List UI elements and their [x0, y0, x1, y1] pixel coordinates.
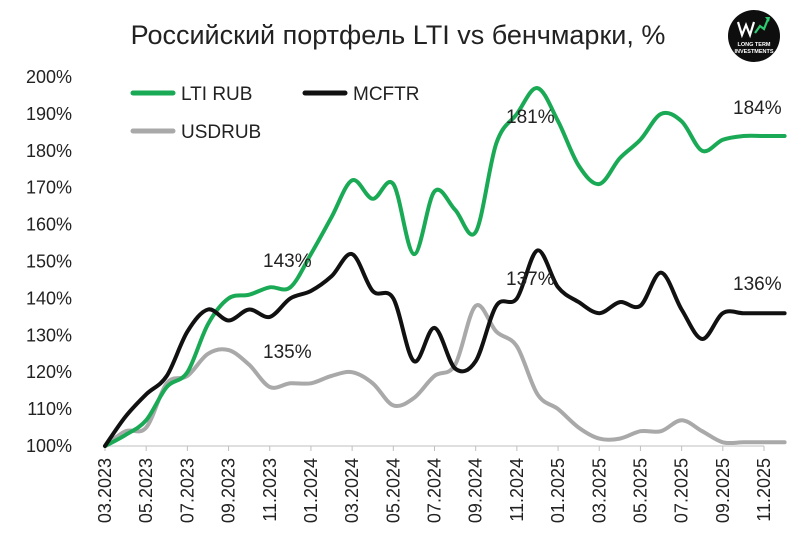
logo-text-line1: LONG TERM: [738, 42, 771, 48]
logo: LONG TERM INVESTMENTS: [728, 10, 780, 62]
x-tick-label: 05.2024: [383, 458, 403, 523]
annotation-label: 181%: [506, 107, 555, 128]
legend-label: LTI RUB: [181, 84, 252, 105]
y-tick-label: 110%: [27, 399, 72, 419]
logo-chart-icon: [736, 21, 756, 39]
x-tick-label: 11.2023: [260, 458, 280, 522]
x-tick-label: 07.2025: [672, 458, 692, 523]
y-tick-label: 150%: [26, 252, 72, 272]
x-tick-label: 09.2024: [466, 458, 486, 523]
annotation-label: 143%: [263, 251, 312, 272]
y-tick-label: 180%: [26, 141, 72, 161]
x-tick-label: 07.2024: [425, 458, 445, 523]
x-tick-label: 05.2025: [630, 458, 650, 523]
x-tick-label: 09.2023: [219, 458, 239, 523]
legend: LTI RUB MCFTR USDRUB: [130, 84, 419, 143]
x-tick-label: 03.2025: [589, 458, 609, 523]
legend-label: USDRUB: [181, 122, 261, 143]
x-tick-label: 11.2025: [754, 458, 774, 522]
y-tick-label: 120%: [26, 362, 72, 382]
x-tick-label: 01.2024: [301, 458, 321, 523]
y-tick-label: 100%: [26, 436, 72, 456]
annotation-label: 136%: [733, 274, 782, 295]
x-tick-label: 03.2024: [342, 458, 362, 523]
logo-arrow-icon: [754, 18, 770, 34]
legend-label: MCFTR: [353, 84, 419, 105]
x-axis: 03.2023 05.2023 07.2023 09.2023 11.2023 01.20…: [95, 445, 774, 523]
y-tick-label: 170%: [26, 178, 72, 198]
y-axis: 100% 110% 120% 130% 140% 150% 160% 170% 180% 190%…: [26, 67, 72, 456]
logo-text-line2: INVESTMENTS: [734, 49, 773, 55]
y-tick-label: 160%: [26, 215, 72, 235]
series-line-mcftr: [103, 248, 787, 448]
annotations: 143% 135% 181% 137% 184% 136%: [263, 98, 782, 363]
annotation-label: 184%: [733, 98, 782, 119]
x-tick-label: 01.2025: [548, 458, 568, 523]
x-tick-label: 07.2023: [177, 458, 197, 523]
annotation-label: 135%: [263, 342, 312, 363]
series-line-lti-rub: [103, 86, 787, 448]
series-lines: [103, 86, 787, 448]
x-tick-label: 11.2024: [507, 458, 527, 522]
series-line-usdrub: [103, 303, 787, 448]
annotation-label: 137%: [506, 269, 555, 290]
x-tick-label: 09.2025: [713, 458, 733, 523]
y-tick-label: 140%: [26, 288, 72, 308]
x-tick-label: 05.2023: [136, 458, 156, 523]
chart-title: Российский портфель LTI vs бенчмарки, %: [131, 20, 666, 50]
y-tick-label: 190%: [26, 104, 72, 124]
x-tick-label: 03.2023: [95, 458, 115, 523]
y-tick-label: 200%: [26, 67, 72, 87]
logo-arrowhead-icon: [765, 17, 770, 22]
y-tick-label: 130%: [26, 325, 72, 345]
